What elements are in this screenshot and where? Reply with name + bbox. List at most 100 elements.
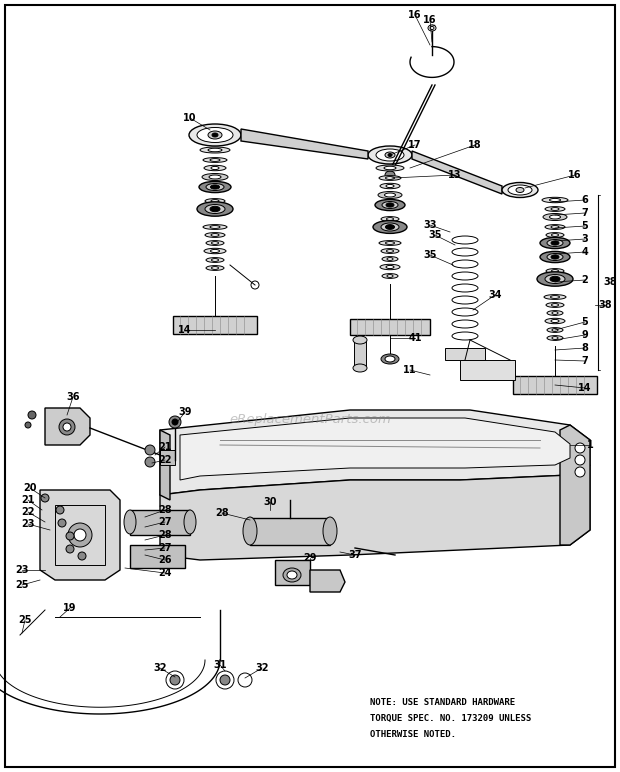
Circle shape — [59, 419, 75, 435]
Polygon shape — [412, 151, 502, 194]
Ellipse shape — [243, 517, 257, 545]
Text: 7: 7 — [582, 356, 588, 366]
Ellipse shape — [543, 214, 567, 221]
Text: 1: 1 — [587, 440, 593, 450]
Text: 10: 10 — [184, 113, 197, 123]
Ellipse shape — [208, 131, 222, 139]
Ellipse shape — [211, 167, 219, 170]
Circle shape — [58, 519, 66, 527]
Ellipse shape — [211, 200, 219, 202]
Text: 5: 5 — [582, 317, 588, 327]
Polygon shape — [560, 425, 590, 545]
Ellipse shape — [388, 154, 392, 157]
Ellipse shape — [323, 517, 337, 545]
Ellipse shape — [211, 259, 218, 262]
Ellipse shape — [205, 232, 225, 238]
Ellipse shape — [552, 269, 559, 273]
Ellipse shape — [508, 185, 532, 195]
Ellipse shape — [184, 510, 196, 534]
Ellipse shape — [452, 332, 478, 340]
Text: 41: 41 — [408, 333, 422, 343]
Text: 22: 22 — [21, 507, 35, 517]
Ellipse shape — [540, 252, 570, 262]
Ellipse shape — [203, 157, 227, 162]
Text: 7: 7 — [582, 208, 588, 218]
Ellipse shape — [204, 249, 226, 254]
Ellipse shape — [386, 242, 394, 245]
Ellipse shape — [452, 284, 478, 292]
Ellipse shape — [206, 184, 224, 191]
Ellipse shape — [380, 183, 400, 188]
Polygon shape — [513, 376, 597, 394]
Text: 25: 25 — [18, 615, 32, 625]
Circle shape — [172, 419, 178, 425]
Polygon shape — [445, 348, 485, 360]
Text: TORQUE SPEC. NO. 173209 UNLESS: TORQUE SPEC. NO. 173209 UNLESS — [370, 714, 531, 723]
Ellipse shape — [208, 148, 222, 152]
Circle shape — [238, 673, 252, 687]
Ellipse shape — [452, 272, 478, 280]
Text: 14: 14 — [578, 383, 591, 393]
Ellipse shape — [376, 149, 404, 161]
Circle shape — [56, 506, 64, 514]
Text: 29: 29 — [303, 553, 317, 563]
Polygon shape — [310, 570, 345, 592]
Ellipse shape — [210, 206, 220, 212]
Polygon shape — [250, 518, 330, 545]
Ellipse shape — [546, 232, 564, 238]
Circle shape — [25, 422, 31, 428]
Ellipse shape — [211, 234, 219, 236]
Polygon shape — [350, 319, 430, 335]
Ellipse shape — [381, 223, 399, 231]
Ellipse shape — [545, 207, 565, 212]
Ellipse shape — [547, 239, 563, 246]
Text: 36: 36 — [66, 392, 80, 402]
Ellipse shape — [197, 127, 233, 143]
Ellipse shape — [551, 296, 559, 299]
Circle shape — [63, 423, 71, 431]
Text: 28: 28 — [215, 508, 229, 518]
Ellipse shape — [205, 205, 225, 214]
Ellipse shape — [385, 152, 395, 158]
Text: 9: 9 — [582, 330, 588, 340]
Ellipse shape — [379, 175, 401, 181]
Ellipse shape — [428, 25, 436, 31]
Ellipse shape — [206, 258, 224, 262]
Text: 37: 37 — [348, 550, 361, 560]
Text: eReplacementParts.com: eReplacementParts.com — [229, 414, 391, 426]
Ellipse shape — [452, 248, 478, 256]
Text: 4: 4 — [582, 247, 588, 257]
Ellipse shape — [552, 234, 559, 236]
Ellipse shape — [382, 273, 398, 279]
Ellipse shape — [368, 146, 412, 164]
Ellipse shape — [546, 269, 564, 273]
Ellipse shape — [205, 198, 225, 203]
Ellipse shape — [537, 272, 573, 286]
Text: 23: 23 — [16, 565, 29, 575]
Ellipse shape — [552, 303, 559, 306]
Text: 13: 13 — [448, 170, 462, 180]
Ellipse shape — [382, 201, 398, 208]
Text: 38: 38 — [598, 300, 612, 310]
Text: 16: 16 — [408, 10, 422, 20]
Circle shape — [41, 494, 49, 502]
Circle shape — [66, 545, 74, 553]
Ellipse shape — [202, 174, 228, 181]
Text: 21: 21 — [158, 442, 172, 452]
Ellipse shape — [384, 166, 396, 170]
Ellipse shape — [545, 318, 565, 323]
Polygon shape — [40, 490, 120, 580]
Text: 24: 24 — [158, 568, 172, 578]
Ellipse shape — [386, 203, 394, 207]
Ellipse shape — [552, 329, 558, 331]
Text: 22: 22 — [158, 455, 172, 465]
Circle shape — [74, 529, 86, 541]
Text: 20: 20 — [24, 483, 37, 493]
Ellipse shape — [549, 215, 560, 219]
Ellipse shape — [211, 242, 218, 245]
Text: 32: 32 — [153, 663, 167, 673]
Ellipse shape — [545, 225, 565, 229]
Ellipse shape — [283, 568, 301, 582]
Text: 25: 25 — [16, 580, 29, 590]
Polygon shape — [160, 450, 175, 465]
